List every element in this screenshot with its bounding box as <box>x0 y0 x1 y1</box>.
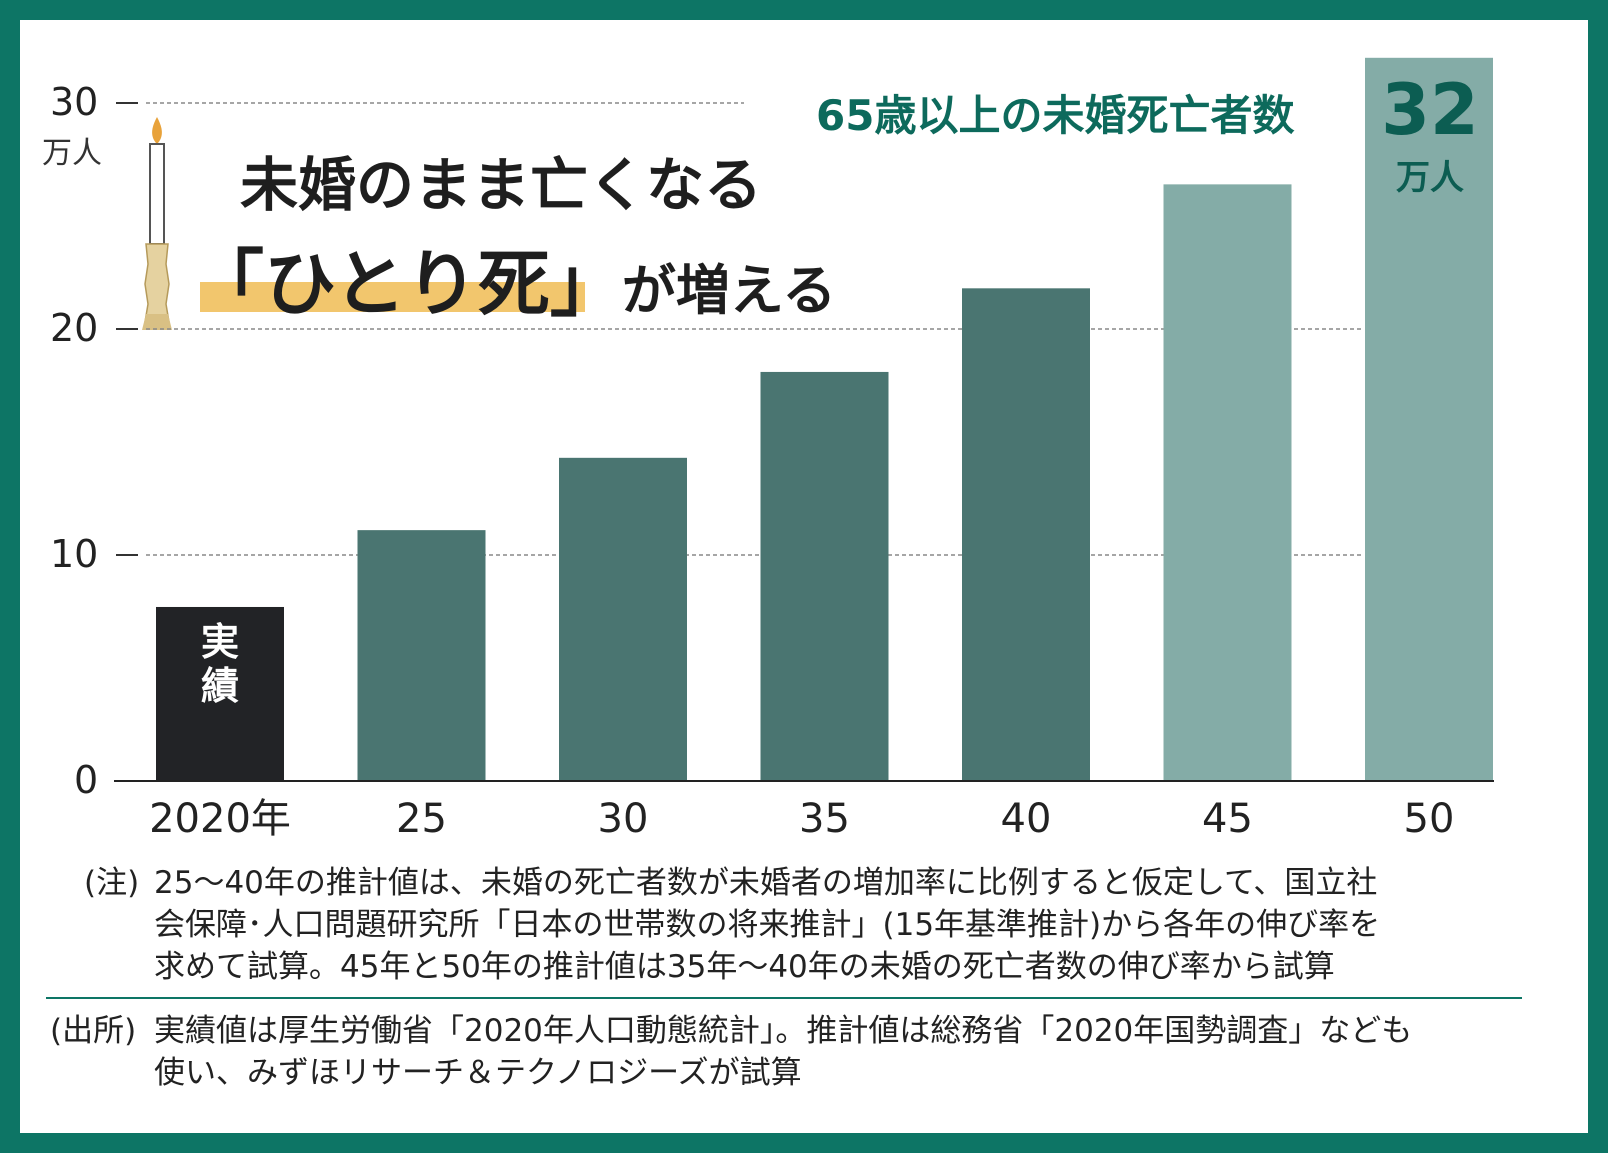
source-line-2: 使い、みずほリサーチ＆テクノロジーズが試算 <box>154 1055 802 1091</box>
x-tick-label-3: 35 <box>799 796 850 842</box>
chart-card: 30 万人 20 10 0 2020年 実績 25 30 35 40 45 50 未婚のまま亡… <box>20 20 1588 1133</box>
candle-icon <box>142 117 172 330</box>
title-line-1: 未婚のまま亡くなる <box>240 151 763 219</box>
source-line-1: 実績値は厚生労働省「2020年人口動態統計」。推計値は総務省「2020年国勢調査… <box>154 1013 1413 1049</box>
x-tick-label-2: 30 <box>598 796 649 842</box>
title-suffix: が増える <box>621 259 837 322</box>
bar-3 <box>760 371 889 781</box>
chart-subtitle: 65歳以上の未婚死亡者数 <box>816 91 1295 140</box>
actual-label-char-0: 実 <box>201 620 239 664</box>
note-line-3: 求めて試算。45年と50年の推計値は35年～40年の未婚の死亡者数の伸び率から試… <box>154 949 1335 985</box>
bar-2 <box>559 457 687 781</box>
actual-label-char-1: 績 <box>201 664 239 708</box>
bar-0 <box>156 606 284 781</box>
source-label: (出所) <box>50 1013 137 1049</box>
y-tick-20: 20 <box>50 306 99 350</box>
bar-4 <box>962 288 1090 781</box>
x-tick-label-6: 50 <box>1404 796 1455 842</box>
x-tick-label-0: 2020年 <box>149 796 291 842</box>
x-tick-label-5: 45 <box>1202 796 1253 842</box>
title-highlight <box>200 282 585 312</box>
notes-divider <box>46 997 1522 999</box>
title-keyword: 「ひとり死」 <box>192 242 622 326</box>
y-tick-10: 10 <box>50 532 99 576</box>
note-label: (注) <box>84 865 140 901</box>
last-bar-unit: 万人 <box>1396 158 1464 198</box>
title-line-2: 「ひとり死」が増える <box>192 225 836 330</box>
y-tick-0: 0 <box>74 758 99 802</box>
x-tick-label-4: 40 <box>1001 796 1052 842</box>
x-tick-label-1: 25 <box>396 796 447 842</box>
last-bar-value: 32 <box>1381 69 1479 151</box>
bar-chart-plot: 2020年 実績 25 30 35 40 45 50 <box>114 57 1494 842</box>
bar-1 <box>357 530 486 781</box>
y-axis-unit: 万人 <box>42 136 102 171</box>
note-line-2: 会保障･人口問題研究所「日本の世帯数の将来推計」(15年基準推計)から各年の伸び… <box>154 907 1381 943</box>
bar-6 <box>1365 57 1493 782</box>
y-tick-30: 30 <box>50 80 99 124</box>
bar-5 <box>1163 184 1292 782</box>
note-line-1: 25～40年の推計値は、未婚の死亡者数が未婚者の増加率に比例すると仮定して、国立… <box>154 865 1378 901</box>
